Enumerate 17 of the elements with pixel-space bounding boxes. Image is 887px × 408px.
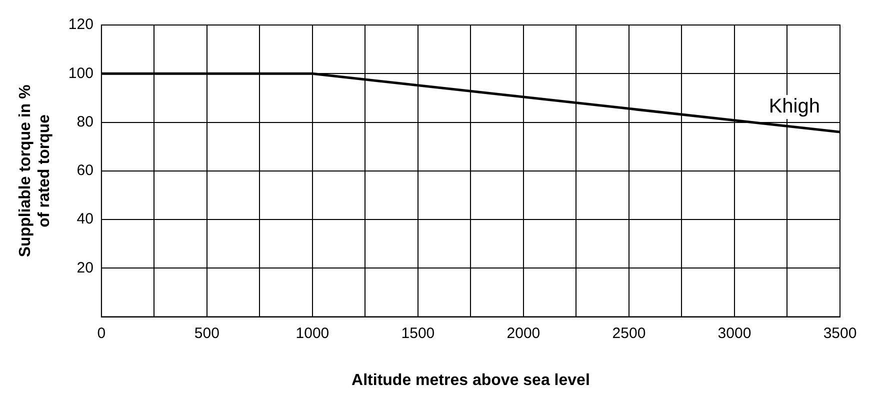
series-label: Khigh	[768, 96, 820, 118]
y-tick-label: 20	[76, 259, 94, 276]
x-tick-label: 3500	[823, 324, 857, 342]
x-tick-label: 0	[97, 324, 106, 342]
x-tick-label: 3000	[718, 324, 752, 342]
y-tick-label: 120	[68, 16, 94, 34]
x-tick-label: 2000	[506, 324, 540, 342]
x-tick-label: 2500	[612, 324, 646, 342]
y-tick-label: 60	[76, 162, 94, 180]
x-tick-label: 1500	[401, 324, 435, 342]
y-tick-label: 40	[76, 210, 94, 228]
y-tick-label: 80	[76, 113, 94, 130]
x-axis-title: Altitude metres above sea level	[352, 372, 590, 389]
x-tick-label: 1000	[296, 324, 330, 342]
y-tick-label: 100	[68, 64, 94, 82]
y-axis-title: Suppliable torque in % of rated torque	[17, 84, 54, 258]
x-tick-label: 500	[194, 324, 220, 342]
